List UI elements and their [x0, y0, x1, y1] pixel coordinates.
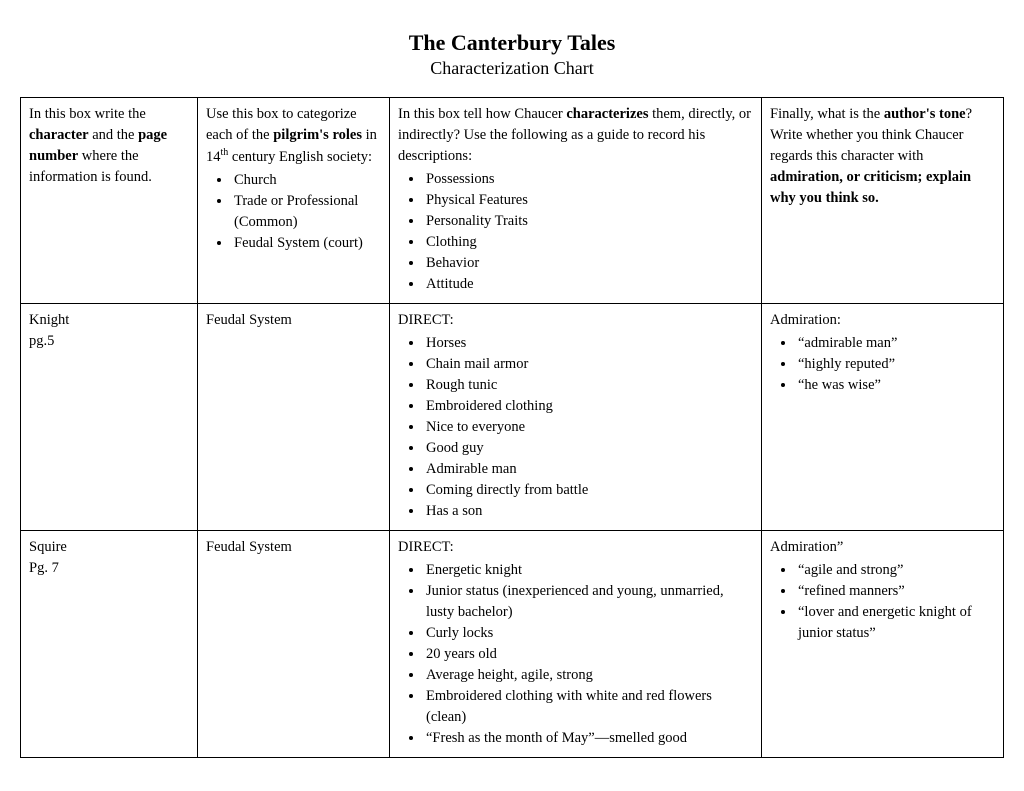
- list-item: Possessions: [424, 169, 753, 190]
- table-row: Knight pg.5 Feudal System DIRECT: Horses…: [21, 304, 1004, 531]
- page-title: The Canterbury Tales: [20, 30, 1004, 56]
- desc-label: DIRECT:: [398, 539, 454, 555]
- table-row: Squire Pg. 7 Feudal System DIRECT: Energ…: [21, 531, 1004, 758]
- list-item: Rough tunic: [424, 375, 753, 396]
- desc-label: DIRECT:: [398, 312, 454, 328]
- list-item: Good guy: [424, 438, 753, 459]
- characterization-table: In this box write the character and the …: [20, 97, 1004, 758]
- list-item: Junior status (inexperienced and young, …: [424, 581, 753, 623]
- list-item: Embroidered clothing with white and red …: [424, 686, 753, 728]
- list-item: Horses: [424, 333, 753, 354]
- header-cell-tone: Finally, what is the author's tone? Writ…: [762, 98, 1004, 304]
- list-item: “Fresh as the month of May”—smelled good: [424, 728, 753, 749]
- desc-list: Energetic knight Junior status (inexperi…: [398, 560, 753, 749]
- list-item: 20 years old: [424, 644, 753, 665]
- tone-list: “admirable man” “highly reputed” “he was…: [770, 333, 995, 396]
- header-cell-character: In this box write the character and the …: [21, 98, 198, 304]
- list-item: Personality Traits: [424, 211, 753, 232]
- cell-tone: Admiration: “admirable man” “highly repu…: [762, 304, 1004, 531]
- list-item: Embroidered clothing: [424, 396, 753, 417]
- list-item: Chain mail armor: [424, 354, 753, 375]
- cell-tone: Admiration” “agile and strong” “refined …: [762, 531, 1004, 758]
- page-ref: Pg. 7: [29, 560, 59, 576]
- list-item: Coming directly from battle: [424, 480, 753, 501]
- header-role-list: Church Trade or Professional (Common) Fe…: [206, 170, 381, 254]
- cell-description: DIRECT: Energetic knight Junior status (…: [390, 531, 762, 758]
- tone-label: Admiration”: [770, 539, 843, 555]
- list-item: “he was wise”: [796, 375, 995, 396]
- list-item: Clothing: [424, 232, 753, 253]
- list-item: Church: [232, 170, 381, 191]
- list-item: Feudal System (court): [232, 233, 381, 254]
- cell-description: DIRECT: Horses Chain mail armor Rough tu…: [390, 304, 762, 531]
- list-item: “lover and energetic knight of junior st…: [796, 602, 995, 644]
- list-item: Admirable man: [424, 459, 753, 480]
- list-item: Behavior: [424, 253, 753, 274]
- table-header-row: In this box write the character and the …: [21, 98, 1004, 304]
- list-item: “agile and strong”: [796, 560, 995, 581]
- cell-role: Feudal System: [198, 531, 390, 758]
- page-ref: pg.5: [29, 333, 54, 349]
- list-item: Average height, agile, strong: [424, 665, 753, 686]
- tone-label: Admiration:: [770, 312, 841, 328]
- character-name: Knight: [29, 312, 69, 328]
- character-name: Squire: [29, 539, 67, 555]
- list-item: Curly locks: [424, 623, 753, 644]
- list-item: Has a son: [424, 501, 753, 522]
- header-cell-characterization: In this box tell how Chaucer characteriz…: [390, 98, 762, 304]
- list-item: Attitude: [424, 274, 753, 295]
- list-item: “refined manners”: [796, 581, 995, 602]
- tone-list: “agile and strong” “refined manners” “lo…: [770, 560, 995, 644]
- list-item: Physical Features: [424, 190, 753, 211]
- cell-character: Squire Pg. 7: [21, 531, 198, 758]
- list-item: Trade or Professional (Common): [232, 191, 381, 233]
- list-item: Energetic knight: [424, 560, 753, 581]
- header-desc-list: Possessions Physical Features Personalit…: [398, 169, 753, 295]
- cell-character: Knight pg.5: [21, 304, 198, 531]
- header-cell-role: Use this box to categorize each of the p…: [198, 98, 390, 304]
- page-subtitle: Characterization Chart: [20, 58, 1004, 79]
- list-item: “admirable man”: [796, 333, 995, 354]
- desc-list: Horses Chain mail armor Rough tunic Embr…: [398, 333, 753, 522]
- list-item: Nice to everyone: [424, 417, 753, 438]
- list-item: “highly reputed”: [796, 354, 995, 375]
- cell-role: Feudal System: [198, 304, 390, 531]
